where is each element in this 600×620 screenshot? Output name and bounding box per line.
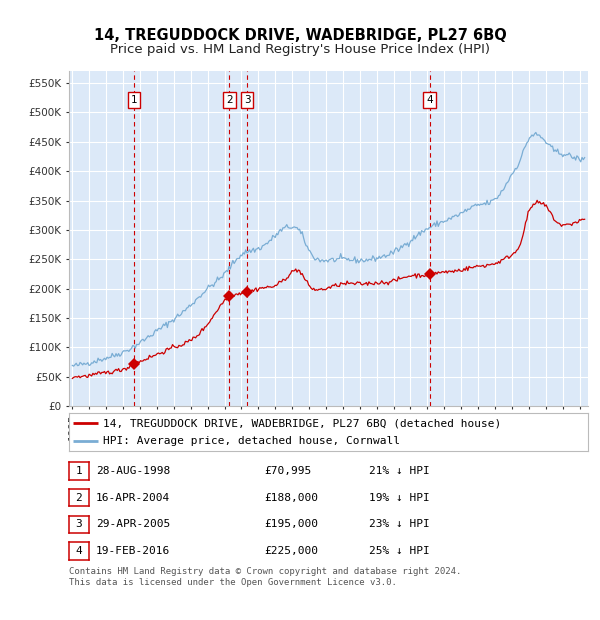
Text: 14, TREGUDDOCK DRIVE, WADEBRIDGE, PL27 6BQ: 14, TREGUDDOCK DRIVE, WADEBRIDGE, PL27 6… (94, 28, 506, 43)
Text: 23% ↓ HPI: 23% ↓ HPI (369, 519, 430, 529)
Text: HPI: Average price, detached house, Cornwall: HPI: Average price, detached house, Corn… (103, 436, 400, 446)
Text: 25% ↓ HPI: 25% ↓ HPI (369, 546, 430, 556)
Text: £188,000: £188,000 (264, 492, 318, 503)
Text: 4: 4 (426, 95, 433, 105)
Text: £70,995: £70,995 (264, 466, 311, 476)
Text: Contains HM Land Registry data © Crown copyright and database right 2024.
This d: Contains HM Land Registry data © Crown c… (69, 567, 461, 587)
Text: 14, TREGUDDOCK DRIVE, WADEBRIDGE, PL27 6BQ (detached house): 14, TREGUDDOCK DRIVE, WADEBRIDGE, PL27 6… (103, 418, 501, 428)
Text: 4: 4 (76, 546, 82, 556)
Text: 2: 2 (226, 95, 233, 105)
Text: 1: 1 (131, 95, 137, 105)
Text: 2: 2 (76, 492, 82, 503)
Text: 19% ↓ HPI: 19% ↓ HPI (369, 492, 430, 503)
Text: £195,000: £195,000 (264, 519, 318, 529)
Text: 19-FEB-2016: 19-FEB-2016 (96, 546, 170, 556)
Text: Price paid vs. HM Land Registry's House Price Index (HPI): Price paid vs. HM Land Registry's House … (110, 43, 490, 56)
Text: 29-APR-2005: 29-APR-2005 (96, 519, 170, 529)
Text: 16-APR-2004: 16-APR-2004 (96, 492, 170, 503)
Text: 3: 3 (244, 95, 250, 105)
Text: 1: 1 (76, 466, 82, 476)
Text: 21% ↓ HPI: 21% ↓ HPI (369, 466, 430, 476)
Text: 3: 3 (76, 519, 82, 529)
Text: £225,000: £225,000 (264, 546, 318, 556)
Text: 28-AUG-1998: 28-AUG-1998 (96, 466, 170, 476)
